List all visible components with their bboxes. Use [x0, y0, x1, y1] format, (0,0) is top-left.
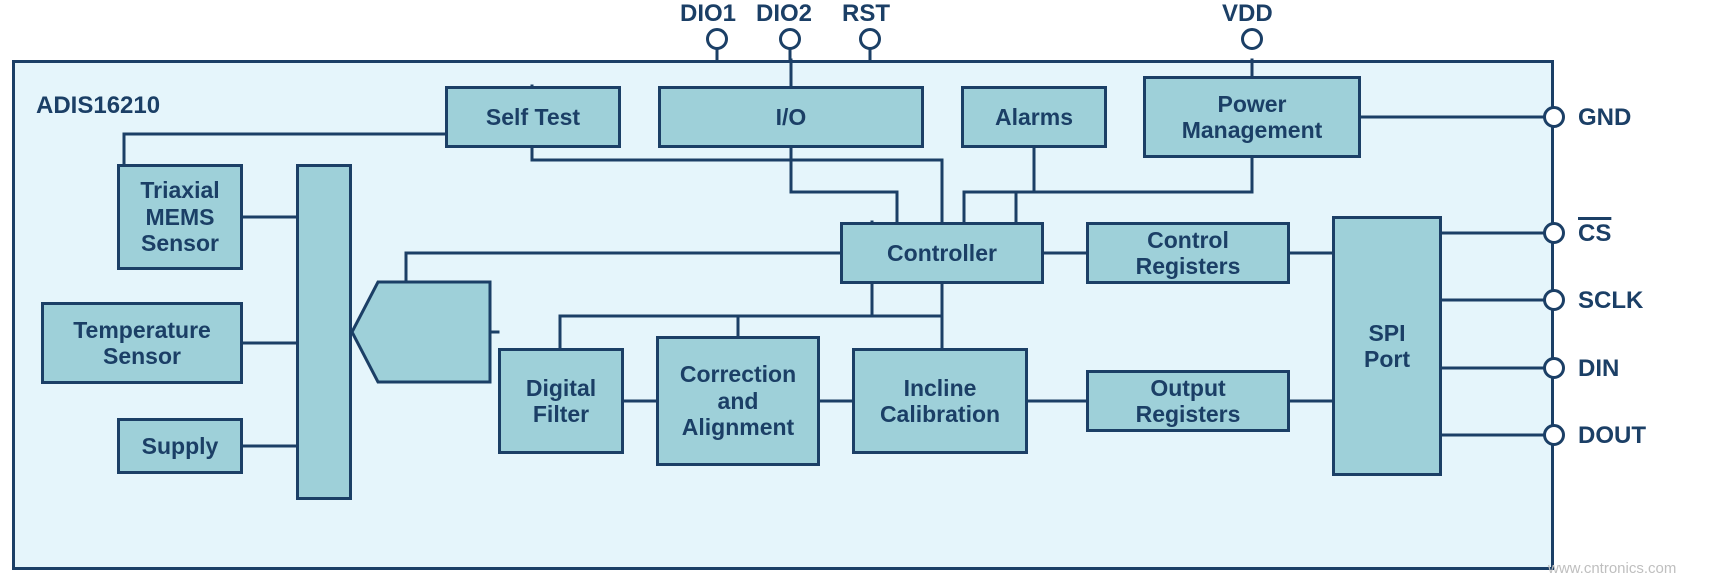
pin-label-sclk: SCLK [1578, 287, 1643, 315]
part-number-label: ADIS16210 [36, 92, 160, 120]
block-digital-filter: DigitalFilter [498, 348, 624, 454]
pin-label-cs: CS [1578, 220, 1611, 248]
block-alarms: Alarms [961, 86, 1107, 148]
block-triax: TriaxialMEMSSensor [117, 164, 243, 270]
block-incline: InclineCalibration [852, 348, 1028, 454]
pin-label-gnd: GND [1578, 104, 1631, 132]
block-self-test: Self Test [445, 86, 621, 148]
block-spi-port: SPIPort [1332, 216, 1442, 476]
block-power-mgmt: PowerManagement [1143, 76, 1361, 158]
block-out-regs: OutputRegisters [1086, 370, 1290, 432]
pin-label-rst: RST [842, 0, 890, 28]
block-controller: Controller [840, 222, 1044, 284]
block-correction: CorrectionandAlignment [656, 336, 820, 466]
pin-label-dio1: DIO1 [680, 0, 736, 28]
pin-vdd [1241, 28, 1263, 50]
pin-dio2 [779, 28, 801, 50]
watermark: www.cntronics.com [1548, 560, 1676, 577]
pin-cs [1543, 222, 1565, 244]
pin-label-din: DIN [1578, 355, 1619, 383]
pin-sclk [1543, 289, 1565, 311]
pin-dout [1543, 424, 1565, 446]
pin-label-vdd: VDD [1222, 0, 1273, 28]
pin-label-dio2: DIO2 [756, 0, 812, 28]
block-mux [296, 164, 352, 500]
block-io: I/O [658, 86, 924, 148]
pin-label-dout: DOUT [1578, 422, 1646, 450]
block-ctrl-regs: ControlRegisters [1086, 222, 1290, 284]
block-supply: Supply [117, 418, 243, 474]
pin-gnd [1543, 106, 1565, 128]
pin-rst [859, 28, 881, 50]
pin-dio1 [706, 28, 728, 50]
block-temp: TemperatureSensor [41, 302, 243, 384]
pin-din [1543, 357, 1565, 379]
